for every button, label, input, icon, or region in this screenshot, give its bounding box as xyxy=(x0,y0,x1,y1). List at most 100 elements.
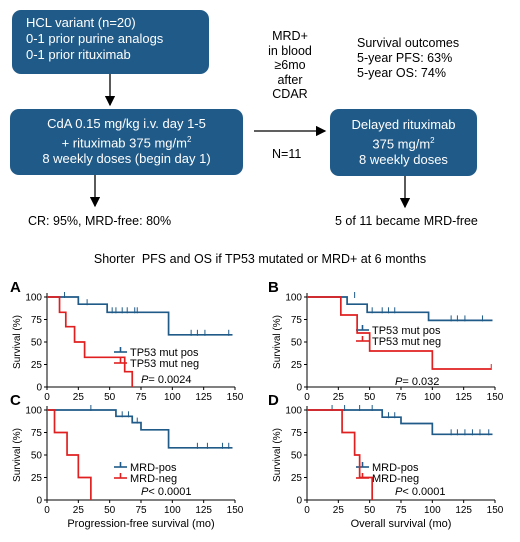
y-tick-label: 25 xyxy=(31,473,43,484)
x-tick-label: 125 xyxy=(195,505,212,516)
x-tick-label: 75 xyxy=(135,392,147,403)
y-tick-label: 25 xyxy=(291,360,303,371)
p-value: P= 0.0024 xyxy=(141,374,191,386)
x-tick-label: 100 xyxy=(164,505,181,516)
x-tick-label: 0 xyxy=(44,392,50,403)
x-tick-label: 50 xyxy=(364,505,376,516)
x-axis-label: Overall survival (mo) xyxy=(351,518,452,530)
y-axis-label: Survival (%) xyxy=(272,315,283,369)
cr-result: CR: 95%, MRD-free: 80% xyxy=(28,214,172,228)
km-curve-neg xyxy=(307,296,492,370)
p-value: P< 0.0001 xyxy=(141,486,191,498)
y-tick-label: 50 xyxy=(31,338,43,349)
x-tick-label: 125 xyxy=(455,392,472,403)
y-tick-label: 0 xyxy=(296,383,302,394)
treatment-line: 8 weekly doses (begin day 1) xyxy=(42,151,211,167)
legend-label: MRD-pos xyxy=(372,462,419,474)
x-tick-label: 0 xyxy=(44,505,50,516)
x-tick-label: 125 xyxy=(195,392,212,403)
y-axis-label: Survival (%) xyxy=(272,428,283,482)
inclusion-line: 0-1 prior purine analogs xyxy=(26,31,164,46)
y-tick-label: 75 xyxy=(31,315,43,326)
x-tick-label: 25 xyxy=(333,505,345,516)
x-tick-label: 25 xyxy=(73,392,85,403)
x-tick-label: 150 xyxy=(227,392,244,403)
mrd-condition: MRD+ in blood ≥6mo after CDAR xyxy=(268,29,312,101)
legend-label: MRD-neg xyxy=(372,473,419,485)
inclusion-line: HCL variant (n=20) xyxy=(26,15,136,30)
x-tick-label: 50 xyxy=(104,392,116,403)
panel-letter: B xyxy=(268,279,279,296)
y-tick-label: 0 xyxy=(36,383,42,394)
x-tick-label: 150 xyxy=(487,392,504,403)
x-tick-label: 150 xyxy=(487,505,504,516)
delayed-rituximab-box: Delayed rituximab 375 mg/m2 8 weekly dos… xyxy=(330,109,477,176)
y-tick-label: 25 xyxy=(291,473,303,484)
x-tick-label: 0 xyxy=(304,392,310,403)
y-tick-label: 75 xyxy=(291,428,303,439)
conclusion-text: Shorter PFS and OS if TP53 mutated or MR… xyxy=(93,252,427,266)
x-tick-label: 0 xyxy=(304,505,310,516)
y-tick-label: 100 xyxy=(285,293,302,304)
y-tick-label: 75 xyxy=(31,428,43,439)
y-tick-label: 100 xyxy=(25,406,42,417)
km-curve-pos xyxy=(47,296,233,336)
inclusion-box: HCL variant (n=20) 0-1 prior purine anal… xyxy=(12,10,209,74)
panel-letter: A xyxy=(10,279,21,296)
x-tick-label: 75 xyxy=(395,392,407,403)
x-tick-label: 75 xyxy=(135,505,147,516)
legend-label: TP53 mut neg xyxy=(372,336,441,348)
treatment-line: CdA 0.15 mg/kg i.v. day 1-5 xyxy=(47,116,206,131)
y-tick-label: 50 xyxy=(31,451,43,462)
treatment-box: CdA 0.15 mg/kg i.v. day 1-5 + rituximab … xyxy=(10,109,243,175)
x-tick-label: 100 xyxy=(424,392,441,403)
x-tick-label: 100 xyxy=(424,505,441,516)
km-curve-neg xyxy=(47,296,134,387)
delayed-line: Delayed rituximab xyxy=(351,117,456,132)
survival-outcomes: Survival outcomes 5-year PFS: 63% 5-year… xyxy=(357,36,460,80)
legend-label: TP53 mut pos xyxy=(130,347,199,359)
x-tick-label: 25 xyxy=(333,392,345,403)
km-curve-pos xyxy=(307,409,493,436)
x-tick-label: 50 xyxy=(364,392,376,403)
legend-label: TP53 mut neg xyxy=(130,358,199,370)
legend-label: MRD-pos xyxy=(130,462,177,474)
y-tick-label: 50 xyxy=(291,338,303,349)
y-tick-label: 100 xyxy=(285,406,302,417)
delayed-line: 8 weekly doses xyxy=(359,152,448,168)
n-label: N=11 xyxy=(272,147,302,161)
panel-letter: D xyxy=(268,392,279,409)
y-tick-label: 25 xyxy=(31,360,43,371)
x-tick-label: 150 xyxy=(227,505,244,516)
y-tick-label: 75 xyxy=(291,315,303,326)
legend-label: TP53 mut pos xyxy=(372,325,441,337)
km-curve-pos xyxy=(307,296,493,322)
y-tick-label: 0 xyxy=(296,496,302,507)
x-tick-label: 75 xyxy=(395,505,407,516)
p-value: P= 0.032 xyxy=(395,376,439,388)
delayed-line: 375 mg/m2 xyxy=(372,136,435,152)
x-tick-label: 100 xyxy=(164,392,181,403)
km-panel-a: A 0 25 50 75 100 0 25 50 75 100 125 150 Survival (%) T… xyxy=(10,279,244,403)
y-tick-label: 0 xyxy=(36,496,42,507)
x-tick-label: 50 xyxy=(104,505,116,516)
y-axis-label: Survival (%) xyxy=(12,428,23,482)
x-tick-label: 125 xyxy=(455,505,472,516)
x-tick-label: 25 xyxy=(73,505,85,516)
inclusion-line: 0-1 prior rituximab xyxy=(26,47,131,62)
treatment-line: + rituximab 375 mg/m2 xyxy=(61,135,192,151)
km-curve-pos xyxy=(47,409,233,449)
legend-label: MRD-neg xyxy=(130,473,177,485)
panel-letter: C xyxy=(10,392,21,409)
y-axis-label: Survival (%) xyxy=(12,315,23,369)
km-curve-neg xyxy=(307,409,374,500)
p-value: P< 0.0001 xyxy=(395,486,445,498)
km-curve-neg xyxy=(47,409,92,500)
y-tick-label: 50 xyxy=(291,451,303,462)
km-panel-b: B 0 25 50 75 100 0 25 50 75 100 125 150 Survival (%) T… xyxy=(268,279,504,403)
mrd-free-result: 5 of 11 became MRD-free xyxy=(335,214,478,228)
